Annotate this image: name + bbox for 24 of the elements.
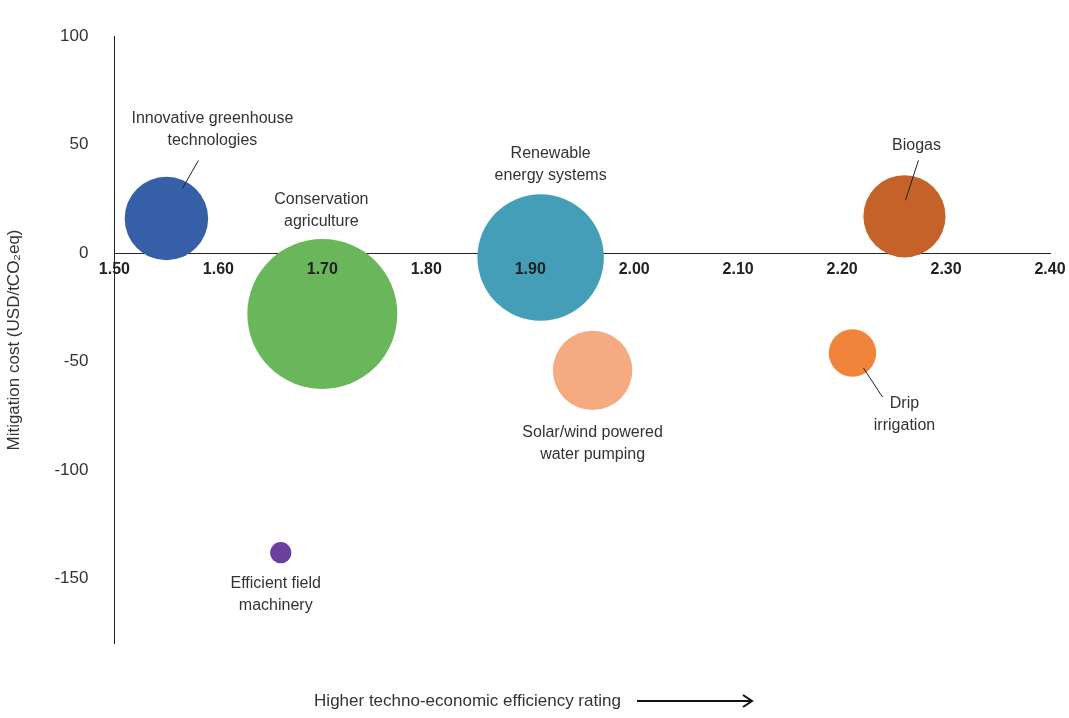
x-tick-label: 2.20 bbox=[826, 259, 858, 277]
x-tick-label: 2.30 bbox=[930, 259, 962, 277]
text: Solar/wind powered water pumping bbox=[522, 422, 663, 462]
x-tick-label: 1.80 bbox=[410, 259, 442, 277]
text: Innovative greenhouse technologies bbox=[131, 108, 294, 148]
y-tick-label: 0 bbox=[78, 242, 89, 262]
y-tick-label: -150 bbox=[54, 568, 89, 588]
y-tick-label: 100 bbox=[60, 25, 89, 45]
series-label: Conservation agriculture bbox=[274, 190, 369, 230]
x-tick-label: 1.90 bbox=[514, 259, 546, 277]
series-label: Drip irrigation bbox=[873, 394, 936, 434]
y-tick-label: 50 bbox=[69, 134, 89, 154]
series-label: Renewable energy systems bbox=[494, 143, 607, 183]
text: Higher techno-economic efficiency rating bbox=[314, 690, 621, 710]
x-tick-label: 1.60 bbox=[202, 259, 235, 277]
y-axis-title: Mitigation cost (USD/tCO₂eq) bbox=[3, 229, 23, 451]
x-tick-label: 2.40 bbox=[1034, 259, 1066, 277]
y-tick-label: -50 bbox=[63, 351, 89, 371]
x-tick-label: 2.00 bbox=[618, 259, 650, 277]
x-tick-label: 1.70 bbox=[306, 259, 338, 277]
y-tick-label: -100 bbox=[54, 459, 89, 479]
x-tick-label: 2.10 bbox=[722, 259, 754, 277]
series-label: Biogas bbox=[892, 135, 941, 153]
series-label: Efficient field machinery bbox=[230, 574, 321, 614]
